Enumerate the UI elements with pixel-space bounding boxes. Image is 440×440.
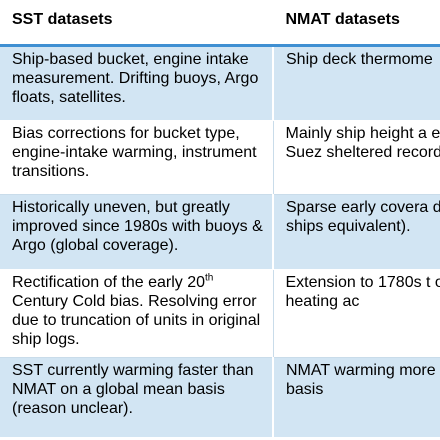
sst-cell-warming-trend: SST currently warming faster than NMAT o… bbox=[0, 357, 273, 438]
nmat-cell-rectification: Extension to 1780s t of diurnal heating … bbox=[272, 269, 440, 358]
nmat-cell-warming-trend: NMAT warming more a global mean basis bbox=[272, 357, 440, 438]
sst-cell-rectification-text-a: Rectification of the early 20 bbox=[12, 274, 205, 291]
nmat-cell-bias-corrections: Mainly ship height a exposure bias; Suez… bbox=[272, 120, 440, 195]
nmat-cell-measurement: Ship deck thermome bbox=[272, 45, 440, 121]
table-row-rectification: Rectification of the early 20th Century … bbox=[0, 269, 440, 358]
nmat-cell-coverage: Sparse early covera dependent on ships e… bbox=[272, 194, 440, 270]
sst-cell-coverage: Historically uneven, but greatly improve… bbox=[0, 194, 273, 270]
table-row-measurement: Ship-based bucket, engine intake measure… bbox=[0, 45, 440, 121]
sst-cell-bias-corrections: Bias corrections for bucket type, engine… bbox=[0, 120, 273, 195]
table-row-bias-corrections: Bias corrections for bucket type, engine… bbox=[0, 120, 440, 195]
header-row: SST datasets NMAT datasets bbox=[0, 0, 440, 47]
table-row-coverage: Historically uneven, but greatly improve… bbox=[0, 194, 440, 270]
sst-column-header: SST datasets bbox=[0, 0, 273, 47]
table-row-warming-trend: SST currently warming faster than NMAT o… bbox=[0, 357, 440, 438]
sst-cell-rectification: Rectification of the early 20th Century … bbox=[0, 269, 273, 358]
nmat-column-header: NMAT datasets bbox=[272, 0, 440, 47]
sst-cell-rectification-text-b: Century Cold bias. Resolving error due t… bbox=[12, 293, 261, 348]
sst-cell-measurement: Ship-based bucket, engine intake measure… bbox=[0, 45, 273, 121]
superscript-th: th bbox=[205, 272, 214, 284]
